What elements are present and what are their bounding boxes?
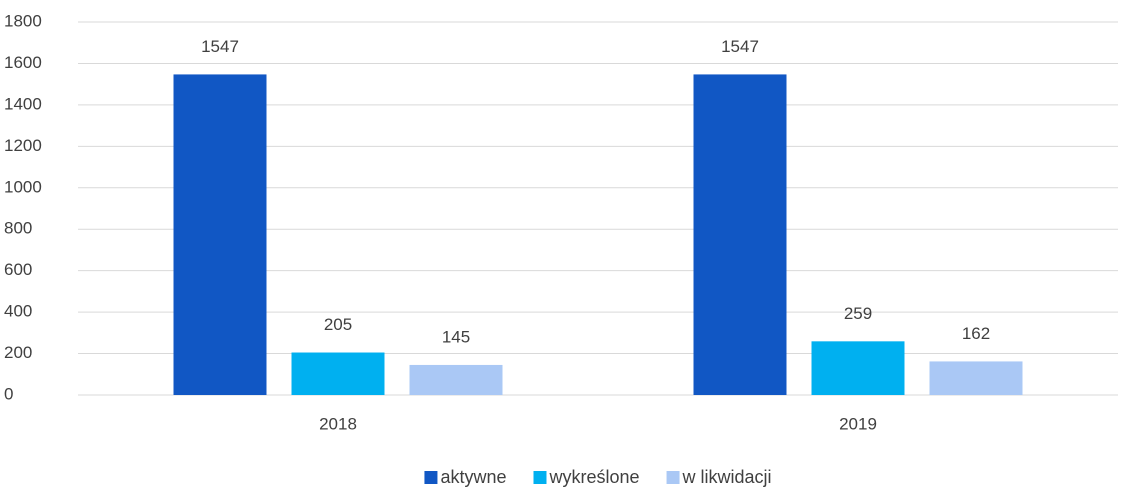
- legend-swatch: [424, 471, 438, 484]
- x-tick-label: 2018: [319, 414, 357, 433]
- y-tick-label: 0: [4, 384, 13, 403]
- bar: [693, 74, 787, 396]
- data-label: 205: [324, 315, 352, 334]
- data-label: 145: [442, 327, 470, 346]
- y-tick-label: 1000: [4, 177, 42, 196]
- bar: [173, 74, 267, 396]
- y-tick-label: 1800: [4, 11, 42, 30]
- data-label: 259: [844, 304, 872, 323]
- bar: [291, 352, 385, 395]
- legend-swatch: [666, 471, 680, 484]
- y-tick-label: 1200: [4, 136, 42, 155]
- legend-label: aktywne: [440, 467, 506, 487]
- bar: [409, 364, 503, 395]
- y-tick-label: 400: [4, 302, 32, 321]
- data-label: 1547: [201, 37, 239, 56]
- y-tick-label: 1400: [4, 94, 42, 113]
- y-tick-label: 600: [4, 260, 32, 279]
- y-tick-label: 200: [4, 343, 32, 362]
- y-tick-label: 1600: [4, 53, 42, 72]
- x-tick-label: 2019: [839, 414, 877, 433]
- bar: [811, 341, 905, 395]
- data-label: 162: [962, 324, 990, 343]
- legend-label: wykreślone: [548, 467, 639, 487]
- data-label: 1547: [721, 37, 759, 56]
- y-tick-label: 800: [4, 219, 32, 238]
- legend-label: w likwidacji: [682, 467, 772, 487]
- legend-swatch: [533, 471, 547, 484]
- bar: [929, 361, 1023, 395]
